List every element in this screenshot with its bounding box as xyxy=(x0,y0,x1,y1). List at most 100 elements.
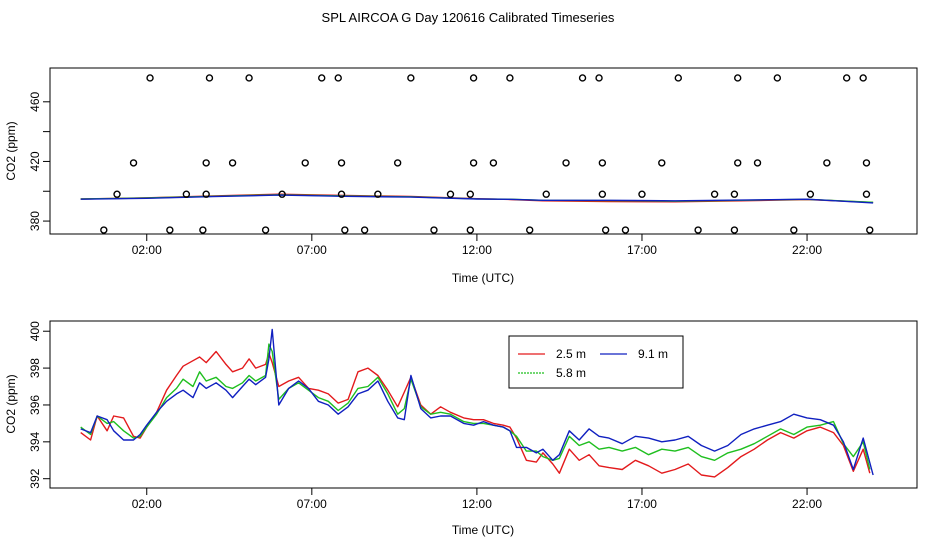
flag-point xyxy=(278,190,286,198)
flag-point xyxy=(205,74,214,82)
flag-point xyxy=(318,74,326,82)
bottom-x-tick-label: 02:00 xyxy=(132,497,162,511)
bottom-x-tick-label: 22:00 xyxy=(792,497,822,511)
bottom-plot-frame xyxy=(49,320,918,489)
bottom-y-tick-label: 400 xyxy=(28,321,42,341)
top-x-tick-label: 12:00 xyxy=(462,243,492,257)
bottom-y-tick-label: 394 xyxy=(28,432,42,452)
flag-point xyxy=(334,74,342,82)
flag-point xyxy=(598,190,607,198)
flag-point xyxy=(862,159,871,167)
flag-point xyxy=(806,190,815,198)
flag-point xyxy=(710,190,719,198)
flag-point xyxy=(638,190,646,198)
flag-point xyxy=(823,159,831,167)
flag-point xyxy=(261,226,270,234)
flag-point xyxy=(601,226,610,234)
flag-point xyxy=(469,159,478,167)
flag-point xyxy=(730,190,739,198)
flag-point xyxy=(100,226,108,234)
bottom-x-axis: 02:00 07:00 12:00 17:00 22:00 xyxy=(132,488,822,511)
bottom-y-axis: 392 394 396 398 400 xyxy=(28,321,50,489)
bottom-series-lines xyxy=(80,328,874,478)
flag-point xyxy=(301,159,309,167)
flag-point xyxy=(430,226,438,234)
top-flag-points xyxy=(100,74,874,234)
flag-point xyxy=(407,74,415,82)
bottom-y-tick-label: 396 xyxy=(28,395,42,415)
legend-label-2-5m: 2.5 m xyxy=(556,347,586,361)
flag-point xyxy=(730,226,739,234)
legend-label-9-1m: 9.1 m xyxy=(638,347,668,361)
flag-point xyxy=(598,159,607,167)
bottom-x-tick-label: 07:00 xyxy=(297,497,327,511)
flag-point xyxy=(182,190,191,198)
bottom-series-5-8-m xyxy=(80,343,871,470)
flag-point xyxy=(506,74,514,82)
top-y-tick-label: 460 xyxy=(28,91,42,111)
legend: 2.5 m 9.1 m 5.8 m xyxy=(508,335,684,389)
top-x-axis: 02:00 07:00 12:00 17:00 22:00 xyxy=(132,234,822,257)
flag-point xyxy=(146,74,154,82)
flag-point xyxy=(595,74,603,82)
flag-point xyxy=(562,159,570,167)
flag-point xyxy=(199,226,207,234)
flag-point xyxy=(469,74,478,82)
flag-point xyxy=(862,190,871,198)
top-x-tick-label: 17:00 xyxy=(627,243,657,257)
flag-point xyxy=(113,190,121,198)
top-x-axis-label: Time (UTC) xyxy=(452,271,514,285)
flag-point xyxy=(166,226,174,234)
flag-point xyxy=(842,74,851,82)
bottom-series-2-5-m xyxy=(80,350,871,478)
bottom-y-tick-label: 398 xyxy=(28,358,42,378)
flag-point xyxy=(489,159,498,167)
flag-point xyxy=(393,159,402,167)
top-series-lines xyxy=(80,193,874,204)
top-panel: 02:00 07:00 12:00 17:00 22:00 380 420 460 Time… xyxy=(4,67,918,285)
flag-point xyxy=(542,190,550,198)
flag-point xyxy=(658,159,666,167)
flag-point xyxy=(202,159,210,167)
bottom-x-axis-label: Time (UTC) xyxy=(452,523,514,537)
top-x-tick-label: 07:00 xyxy=(297,243,327,257)
chart-title: SPL AIRCOA G Day 120616 Calibrated Times… xyxy=(322,10,615,25)
flag-point xyxy=(341,226,349,234)
flag-point xyxy=(578,74,587,82)
flag-point xyxy=(129,159,138,167)
legend-box xyxy=(508,335,684,389)
legend-label-5-8m: 5.8 m xyxy=(556,366,586,380)
bottom-y-axis-label: CO2 (ppm) xyxy=(4,374,18,433)
top-x-tick-label: 02:00 xyxy=(132,243,162,257)
flag-point xyxy=(734,74,742,82)
top-y-tick-label: 420 xyxy=(28,151,42,171)
flag-point xyxy=(866,226,874,234)
top-x-tick-label: 22:00 xyxy=(792,243,822,257)
bottom-x-tick-label: 12:00 xyxy=(462,497,492,511)
flag-point xyxy=(466,190,474,198)
flag-point xyxy=(446,190,455,198)
bottom-x-tick-label: 17:00 xyxy=(627,497,657,511)
flag-point xyxy=(337,190,346,198)
top-series-9-1-m xyxy=(80,194,874,204)
flag-point xyxy=(753,159,762,167)
flag-point xyxy=(526,226,534,234)
flag-point xyxy=(734,159,742,167)
flag-point xyxy=(859,74,867,82)
top-plot-frame xyxy=(49,67,918,235)
flag-point xyxy=(374,190,382,198)
flag-point xyxy=(790,226,798,234)
flag-point xyxy=(773,74,782,82)
top-y-tick-label: 380 xyxy=(28,211,42,231)
flag-point xyxy=(621,226,630,234)
flag-point xyxy=(245,74,253,82)
bottom-series-9-1-m xyxy=(80,328,874,476)
flag-point xyxy=(466,226,474,234)
top-y-axis-label: CO2 (ppm) xyxy=(4,121,18,180)
flag-point xyxy=(694,226,702,234)
top-y-axis: 380 420 460 xyxy=(28,91,50,231)
flag-point xyxy=(202,190,210,198)
bottom-y-tick-label: 392 xyxy=(28,468,42,488)
bottom-panel: 02:00 07:00 12:00 17:00 22:00 392 394 396 398 40… xyxy=(4,320,918,537)
